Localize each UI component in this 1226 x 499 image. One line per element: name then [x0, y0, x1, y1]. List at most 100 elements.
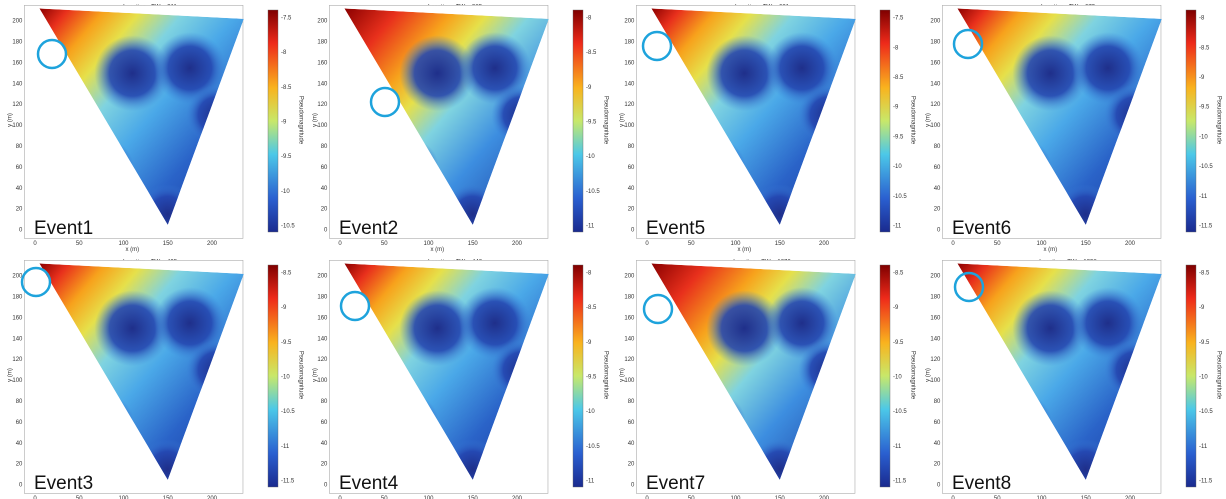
colorbar: [267, 264, 279, 488]
heatmap-blob: [94, 35, 171, 112]
x-tick-label: 150: [1081, 496, 1092, 499]
x-tick-label: 200: [512, 241, 523, 247]
colorbar-tick-label: -8.5: [281, 271, 292, 277]
event-marker: [953, 271, 985, 303]
y-tick-label: 60: [16, 420, 23, 426]
colorbar-tick-label: -11: [586, 224, 595, 230]
y-tick-label: 20: [321, 462, 328, 468]
colorbar-tick-label: -8.5: [1199, 271, 1210, 277]
y-tick-label: 80: [934, 399, 941, 405]
y-axis-label: y (m): [313, 368, 319, 382]
y-tick-label: 140: [624, 81, 635, 87]
y-axis-label: y (m): [8, 113, 14, 127]
y-tick-label: 200: [12, 19, 23, 25]
colorbar-label: Pseudomagnitude: [602, 96, 608, 145]
y-tick-label: 180: [930, 39, 941, 45]
y-tick-label: 120: [930, 102, 941, 108]
x-tick-label: 0: [33, 241, 37, 247]
x-tick-label: 100: [423, 496, 434, 499]
y-tick-label: 40: [321, 441, 328, 447]
y-tick-label: 140: [317, 81, 328, 87]
x-tick-label: 50: [76, 496, 83, 499]
heatmap-blob: [458, 287, 531, 360]
y-tick-label: 0: [631, 483, 635, 489]
y-tick-label: 180: [12, 39, 23, 45]
y-tick-label: 20: [321, 207, 328, 213]
x-tick-label: 100: [423, 241, 434, 247]
y-tick-label: 140: [12, 336, 23, 342]
colorbar-tick-label: -9.5: [586, 375, 597, 381]
colorbar-tick-label: -10.5: [893, 409, 907, 415]
panel: Location - TW = 405050100150200020406080…: [8, 260, 304, 499]
x-tick-label: 0: [33, 496, 37, 499]
event-marker: [36, 38, 68, 70]
x-axis-label: x (m): [1044, 247, 1058, 253]
panel: Location - TW = 385050100150200020406080…: [313, 5, 609, 253]
y-tick-label: 160: [317, 60, 328, 66]
x-tick-label: 150: [775, 496, 786, 499]
y-tick-label: 100: [317, 123, 328, 129]
heatmap-blob: [706, 35, 783, 112]
colorbar-label: Pseudomagnitude: [909, 351, 915, 400]
colorbar-tick-label: -9.5: [893, 340, 904, 346]
y-tick-label: 80: [934, 144, 941, 150]
y-tick-label: 0: [937, 228, 941, 234]
event-label: Event6: [952, 218, 1011, 239]
x-tick-label: 50: [994, 241, 1001, 247]
event-marker: [369, 86, 401, 118]
event-label: Event5: [646, 218, 705, 239]
y-tick-label: 180: [12, 294, 23, 300]
y-tick-label: 180: [317, 294, 328, 300]
colorbar: [1185, 264, 1197, 488]
x-tick-label: 50: [381, 241, 388, 247]
colorbar-label: Pseudomagnitude: [1215, 351, 1221, 400]
colorbar-tick-label: -9.5: [281, 154, 292, 160]
y-tick-label: 60: [628, 420, 635, 426]
colorbar-tick-label: -8: [586, 271, 592, 277]
colorbar-tick-label: -7.5: [893, 16, 904, 22]
event-marker: [642, 293, 674, 325]
panel: Location - TW = 127605010015020002040608…: [620, 260, 916, 499]
y-tick-label: 140: [930, 336, 941, 342]
colorbar-tick-label: -11: [893, 444, 902, 450]
panel: Location - TW = 442050100150200020406080…: [313, 260, 609, 499]
heatmap-blob: [1012, 35, 1089, 112]
y-tick-label: 0: [19, 228, 23, 234]
x-tick-label: 0: [645, 496, 649, 499]
y-tick-label: 120: [317, 357, 328, 363]
y-tick-label: 0: [631, 228, 635, 234]
event-marker: [952, 28, 984, 60]
y-tick-label: 200: [12, 274, 23, 280]
y-axis-label: y (m): [926, 113, 932, 127]
heatmap-blob: [399, 35, 476, 112]
y-tick-label: 100: [624, 378, 635, 384]
y-tick-label: 0: [324, 228, 328, 234]
colorbar-tick-label: -9: [1199, 75, 1205, 81]
y-tick-label: 80: [628, 399, 635, 405]
x-tick-label: 150: [163, 496, 174, 499]
colorbar-tick-label: -11: [281, 444, 290, 450]
panel: Location - TW = 139805010015020002040608…: [926, 260, 1222, 499]
y-tick-label: 60: [321, 420, 328, 426]
colorbar-tick-label: -10.5: [586, 189, 600, 195]
colorbar-tick-label: -9: [586, 85, 592, 91]
y-tick-label: 100: [317, 378, 328, 384]
y-tick-label: 120: [624, 357, 635, 363]
y-tick-label: 20: [628, 462, 635, 468]
x-tick-label: 200: [819, 496, 830, 499]
x-tick-label: 0: [338, 496, 342, 499]
y-tick-label: 120: [930, 357, 941, 363]
x-axis-label: x (m): [126, 247, 140, 253]
colorbar-tick-label: -9: [1199, 305, 1205, 311]
y-tick-label: 60: [16, 165, 23, 171]
y-tick-label: 120: [12, 102, 23, 108]
colorbar-tick-label: -7.5: [281, 16, 292, 22]
colorbar: [1185, 9, 1197, 233]
colorbar-tick-label: -10: [586, 154, 595, 160]
x-axis-label: x (m): [431, 247, 445, 253]
y-tick-label: 40: [628, 186, 635, 192]
x-tick-label: 150: [163, 241, 174, 247]
heatmap: [651, 8, 856, 225]
colorbar-tick-label: -9.5: [281, 340, 292, 346]
